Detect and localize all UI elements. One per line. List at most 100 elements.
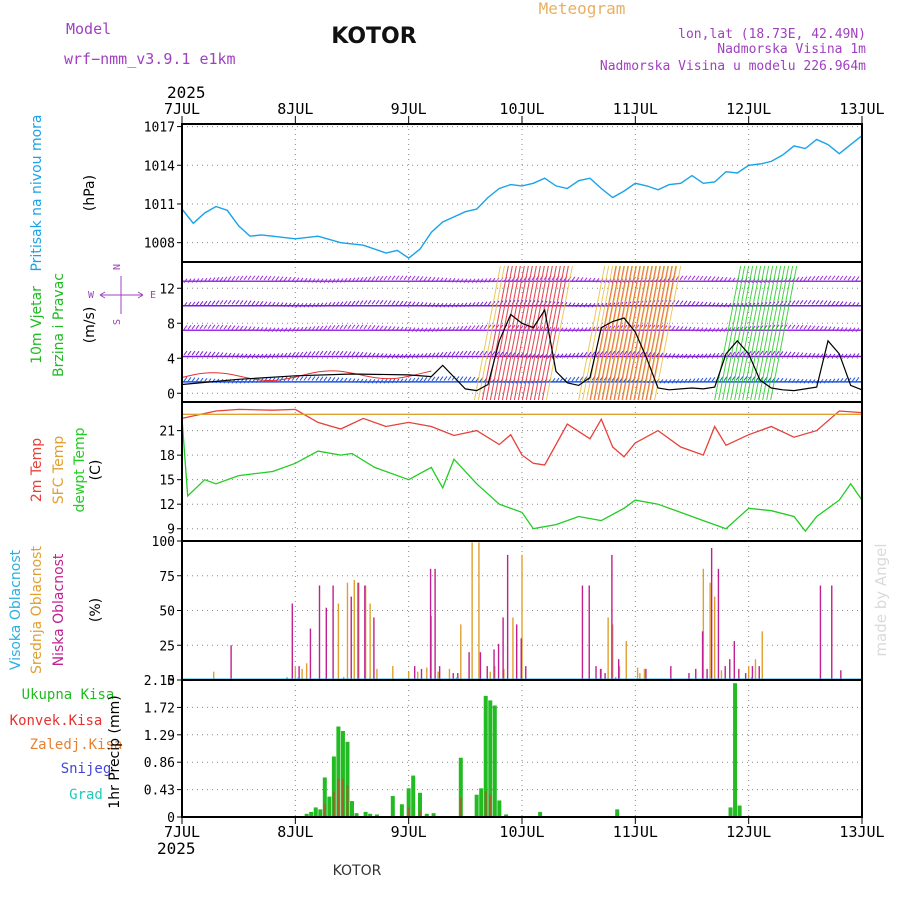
precip-bar — [489, 794, 492, 817]
y-tick-label: 0 — [167, 811, 175, 826]
credit-watermark: made by Angel — [872, 543, 890, 656]
y-tick-label: 1.29 — [144, 729, 175, 744]
y-tick-label: 8 — [167, 317, 175, 332]
y-tick-label: 15 — [159, 474, 175, 489]
dewpt-axis-title: dewpt Temp — [72, 427, 88, 512]
precip-bar — [431, 813, 436, 817]
precip-bar — [418, 792, 422, 817]
y-tick-label: 50 — [159, 605, 175, 620]
temp-line-0 — [181, 408, 863, 466]
precip-bar — [406, 788, 411, 817]
pressure-axis-unit: (hPa) — [82, 175, 98, 211]
high-cloud-axis-title: Visoka Oblacnost — [8, 549, 24, 670]
y-tick-label: 1014 — [144, 159, 175, 174]
lonlat: lon,lat (18.73E, 42.49N) — [678, 27, 866, 42]
date-label-bottom: 8JUL — [277, 823, 313, 841]
y-tick-label: 12 — [159, 498, 175, 513]
mid-cloud-axis-title: Srednja Oblacnost — [29, 546, 45, 674]
precip-legend-item: Snijeg — [61, 761, 112, 777]
date-label-bottom: 13JUL — [839, 823, 884, 841]
compass-south: S — [112, 319, 123, 325]
y-tick-label: 0.86 — [144, 756, 175, 771]
y-tick-label: 1017 — [144, 121, 175, 136]
wind-axis-title: 10m Vjetar — [29, 286, 45, 364]
compass-arrows — [99, 276, 144, 314]
precip-bar — [474, 794, 479, 817]
precip-bar — [497, 800, 502, 817]
precip-bar — [737, 805, 742, 817]
temp-line-2 — [181, 418, 863, 533]
y-tick-label: 1008 — [144, 237, 175, 252]
temp-axis-title: 2m Temp — [29, 438, 45, 502]
wind-gust-line — [181, 370, 432, 381]
date-label-top: 13JUL — [839, 100, 884, 118]
y-tick-label: 0 — [167, 674, 175, 689]
precip-bar — [728, 807, 733, 817]
city-title: KOTOR — [331, 24, 416, 49]
pressure-axis-title: Pritisak na nivou mora — [29, 114, 45, 271]
model-elevation: Nadmorska Visina u modelu 226.964m — [600, 59, 866, 74]
compass-east: E — [150, 290, 156, 301]
y-tick-label: 0 — [167, 387, 175, 402]
precip-bar — [345, 741, 350, 817]
panel-frame — [181, 679, 863, 818]
precip-bar — [483, 695, 488, 817]
precip-bar — [733, 683, 738, 817]
precip-bar — [459, 797, 462, 817]
wind-speed-line — [181, 308, 863, 392]
y-tick-label: 1011 — [144, 198, 175, 213]
precip-bar — [424, 813, 429, 817]
precip-bar — [615, 809, 620, 817]
precip-bar — [504, 814, 509, 817]
precip-bar — [337, 778, 340, 817]
precip-bar — [538, 811, 543, 817]
temp-axis-unit: (C) — [88, 460, 104, 481]
date-label-bottom: 7JUL — [164, 823, 200, 841]
precip-bar — [346, 785, 349, 817]
y-tick-label: 2.15 — [144, 674, 175, 689]
precip-bar — [492, 705, 497, 817]
precip-axis-title: 1hr Precip (mm) — [107, 695, 123, 808]
precip-bar — [399, 804, 404, 817]
precip-bar — [332, 791, 335, 817]
precip-bar — [340, 730, 345, 817]
wind-strong-zone — [589, 265, 677, 401]
precip-bar — [309, 811, 314, 817]
precip-bar — [323, 804, 326, 817]
y-tick-label: 12 — [159, 282, 175, 297]
y-tick-label: 18 — [159, 449, 175, 464]
precip-legend-item: Zaledj.Kisa — [30, 737, 123, 753]
precip-bar — [479, 788, 484, 817]
date-label-top: 9JUL — [391, 100, 427, 118]
year-bottom: 2025 — [157, 839, 196, 858]
precip-bar — [341, 778, 344, 817]
cloud-axis-unit: (%) — [88, 598, 104, 622]
precip-bar — [458, 757, 463, 817]
date-label-bottom: 9JUL — [391, 823, 427, 841]
precip-bar — [313, 807, 318, 817]
precip-bar — [322, 777, 327, 817]
y-tick-label: 4 — [167, 352, 175, 367]
precip-bar — [368, 813, 373, 817]
wind-axis-subtitle: Brzina i Pravac — [51, 273, 67, 377]
low-cloud-axis-title: Niska Oblacnost — [51, 553, 67, 666]
y-tick-label: 21 — [159, 425, 175, 440]
wind-strong-zone — [481, 265, 569, 401]
precip-bar — [350, 801, 354, 817]
precip-bar — [363, 811, 368, 817]
date-label-top: 7JUL — [164, 100, 200, 118]
precip-bar — [304, 813, 309, 817]
precip-bar — [390, 795, 395, 817]
precip-bar — [407, 807, 410, 817]
precip-bar — [411, 775, 416, 817]
date-label-top: 11JUL — [613, 100, 658, 118]
y-tick-label: 100 — [152, 535, 175, 550]
precip-legend-item: Grad — [69, 787, 103, 803]
precip-legend-item: Ukupna Kisa — [22, 687, 115, 703]
precip-bar — [488, 700, 493, 817]
precip-bar — [374, 814, 379, 817]
date-label-top: 12JUL — [726, 100, 771, 118]
precip-bar — [419, 810, 421, 817]
wind-strong-zone — [714, 265, 798, 401]
